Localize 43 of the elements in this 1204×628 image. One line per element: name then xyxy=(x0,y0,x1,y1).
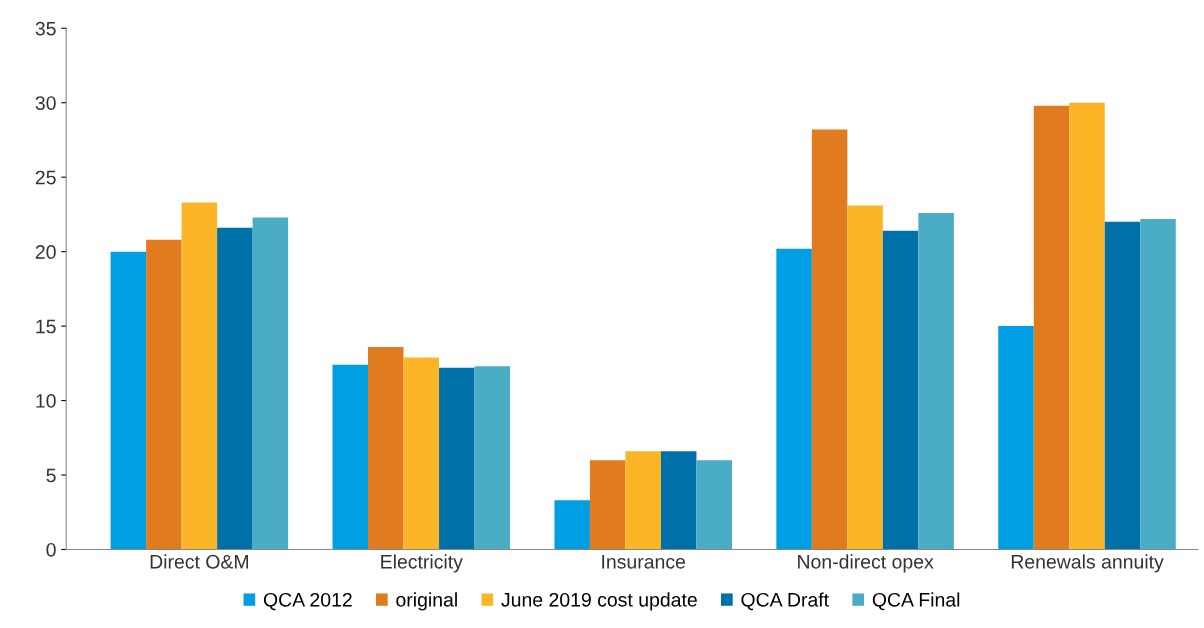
bar xyxy=(217,227,253,550)
bar xyxy=(998,326,1034,550)
legend-label: original xyxy=(396,592,457,611)
bar xyxy=(589,460,626,550)
bar xyxy=(1140,218,1176,550)
x-tick-label: Renewals annuity xyxy=(1011,554,1164,573)
bar xyxy=(1104,221,1141,550)
bar xyxy=(1033,105,1070,550)
bar xyxy=(776,248,812,550)
bar xyxy=(811,129,848,550)
bar xyxy=(181,202,218,550)
bar xyxy=(918,212,954,550)
y-tick-label: 10 xyxy=(36,394,56,408)
bar xyxy=(252,217,289,550)
bar xyxy=(110,251,147,550)
legend-label: QCA 2012 xyxy=(263,592,352,611)
legend-label: June 2019 cost update xyxy=(501,592,697,611)
bar xyxy=(554,500,590,550)
x-tick-label: Insurance xyxy=(602,555,686,569)
bar xyxy=(1069,102,1105,550)
bar xyxy=(660,451,697,550)
y-tick-label: 5 xyxy=(46,468,56,483)
x-tick-label: Non-direct opex xyxy=(798,554,934,573)
y-tick-label: 35 xyxy=(35,21,56,36)
y-tick-label: 0 xyxy=(46,542,56,557)
legend-label: QCA Final xyxy=(872,592,960,611)
bar xyxy=(403,357,440,550)
bar xyxy=(146,239,182,550)
bar xyxy=(332,364,369,550)
bar xyxy=(847,205,883,550)
bar xyxy=(439,367,475,550)
bar xyxy=(696,460,732,550)
y-tick-label: 20 xyxy=(35,245,56,259)
y-tick-label: 15 xyxy=(36,319,56,334)
y-tick-label: 25 xyxy=(35,170,56,185)
bar xyxy=(882,230,919,550)
bar xyxy=(625,451,661,550)
legend-label: QCA Draft xyxy=(741,592,829,611)
bar xyxy=(368,346,404,550)
x-tick-label: Electricity xyxy=(381,554,463,573)
bar xyxy=(474,366,511,550)
x-tick-label: Direct O&M xyxy=(150,554,249,569)
y-tick-label: 30 xyxy=(35,96,56,110)
